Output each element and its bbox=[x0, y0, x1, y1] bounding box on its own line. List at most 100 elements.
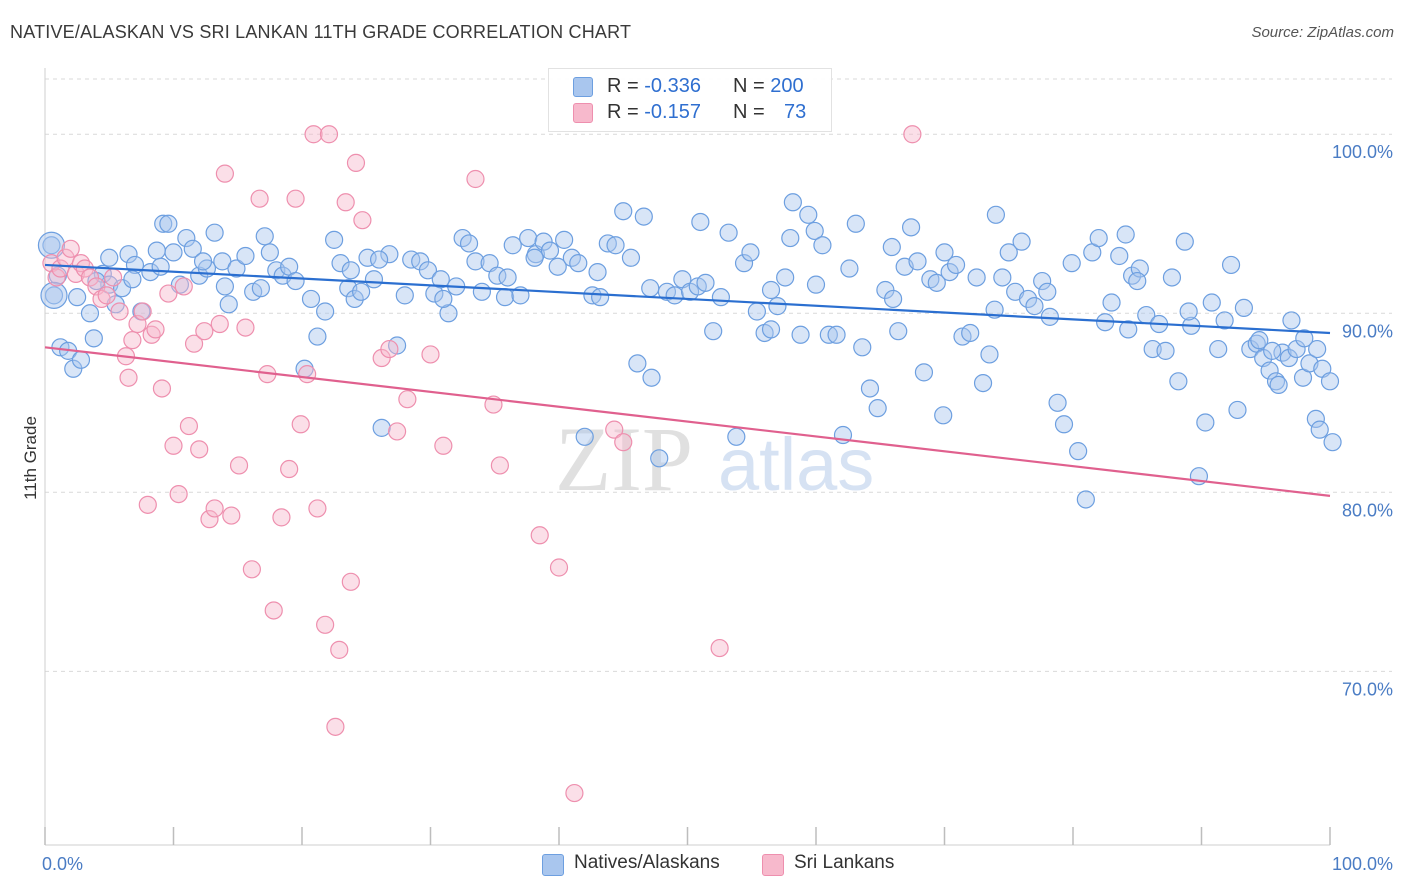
data-point bbox=[138, 495, 157, 514]
data-point bbox=[418, 261, 438, 280]
data-point bbox=[395, 286, 414, 305]
data-point bbox=[1119, 320, 1138, 339]
x-tick-label-end: 100.0% bbox=[1332, 854, 1393, 874]
n-value: 73 bbox=[783, 101, 807, 123]
data-point bbox=[882, 237, 901, 257]
data-point bbox=[591, 288, 610, 307]
data-point bbox=[308, 327, 327, 346]
data-point bbox=[1033, 271, 1052, 291]
data-point bbox=[1179, 302, 1198, 321]
n-value: 200 bbox=[770, 75, 804, 97]
data-point bbox=[1128, 271, 1147, 291]
data-point bbox=[123, 270, 142, 289]
data-point bbox=[151, 257, 170, 276]
data-point bbox=[575, 427, 594, 446]
data-point bbox=[264, 601, 283, 620]
n-label: N = bbox=[732, 75, 771, 97]
data-point bbox=[1069, 442, 1088, 461]
data-point bbox=[370, 250, 389, 269]
series-natives-alaskans bbox=[37, 193, 1342, 509]
data-point bbox=[534, 232, 553, 251]
data-point bbox=[272, 508, 291, 527]
data-point bbox=[1123, 266, 1142, 285]
data-point bbox=[650, 449, 669, 468]
data-point bbox=[319, 125, 339, 144]
data-point bbox=[614, 202, 633, 221]
data-point bbox=[242, 560, 261, 579]
data-point bbox=[734, 254, 754, 273]
x-tick-label-start: 0.0% bbox=[42, 854, 83, 874]
data-point bbox=[741, 243, 760, 262]
natives-legend-label: Natives/Alaskans bbox=[574, 852, 720, 873]
data-point bbox=[434, 289, 453, 309]
data-point bbox=[352, 282, 371, 301]
trend-lines bbox=[44, 263, 1331, 497]
data-point bbox=[434, 436, 453, 455]
data-point bbox=[61, 239, 80, 258]
data-point bbox=[711, 288, 731, 307]
data-point bbox=[806, 275, 826, 294]
data-point bbox=[133, 302, 152, 321]
data-point bbox=[1308, 339, 1327, 359]
data-point bbox=[80, 304, 100, 323]
chart-title: NATIVE/ALASKAN VS SRI LANKAN 11TH GRADE … bbox=[10, 22, 632, 42]
data-point bbox=[380, 339, 399, 359]
data-point-large bbox=[40, 281, 68, 309]
y-axis-title: 11th Grade bbox=[21, 416, 40, 500]
source-label: Source: ZipAtlas.com bbox=[1251, 24, 1394, 41]
data-point bbox=[1310, 420, 1329, 439]
data-point-large bbox=[37, 231, 66, 259]
data-point bbox=[164, 243, 183, 262]
data-point bbox=[1162, 268, 1182, 287]
data-point bbox=[1169, 372, 1188, 391]
data-point bbox=[1306, 409, 1325, 429]
data-point bbox=[304, 125, 323, 144]
data-point bbox=[119, 368, 138, 387]
data-point bbox=[421, 345, 440, 364]
data-point bbox=[215, 164, 234, 183]
data-point bbox=[901, 218, 921, 237]
data-point bbox=[598, 234, 617, 253]
data-point bbox=[260, 243, 279, 262]
data-point bbox=[805, 221, 824, 241]
r-label: R = bbox=[607, 75, 645, 97]
data-point bbox=[525, 248, 544, 267]
data-point bbox=[1202, 293, 1221, 312]
watermark-zip: ZIP bbox=[555, 408, 693, 510]
data-point bbox=[565, 783, 584, 803]
data-point bbox=[439, 304, 458, 323]
data-point bbox=[993, 268, 1012, 287]
data-point bbox=[628, 354, 647, 373]
data-point bbox=[1102, 293, 1121, 312]
data-point bbox=[799, 205, 818, 224]
data-point bbox=[1221, 255, 1241, 275]
data-point bbox=[783, 193, 802, 212]
data-point bbox=[1282, 311, 1301, 330]
data-point bbox=[819, 325, 838, 344]
data-point bbox=[883, 289, 903, 309]
data-point bbox=[961, 323, 980, 343]
data-point bbox=[195, 322, 214, 341]
data-point bbox=[903, 125, 922, 144]
sri-lankans-swatch bbox=[573, 103, 593, 123]
data-point bbox=[621, 248, 641, 267]
r-label: R = bbox=[607, 101, 645, 123]
data-point bbox=[549, 558, 569, 577]
data-point bbox=[147, 241, 166, 260]
data-point bbox=[1048, 393, 1067, 412]
data-point bbox=[97, 286, 116, 305]
data-point bbox=[495, 288, 515, 307]
data-point bbox=[490, 456, 509, 475]
watermark: ZIP atlas bbox=[555, 408, 874, 510]
axes bbox=[44, 68, 1331, 846]
data-point bbox=[159, 284, 178, 303]
data-point bbox=[286, 189, 305, 208]
data-point bbox=[1263, 341, 1282, 360]
data-point bbox=[727, 427, 746, 446]
data-point bbox=[227, 259, 246, 278]
gridlines bbox=[45, 78, 1392, 672]
data-point bbox=[316, 615, 335, 634]
data-point bbox=[159, 214, 178, 233]
data-point bbox=[914, 363, 934, 382]
data-point bbox=[336, 193, 355, 212]
